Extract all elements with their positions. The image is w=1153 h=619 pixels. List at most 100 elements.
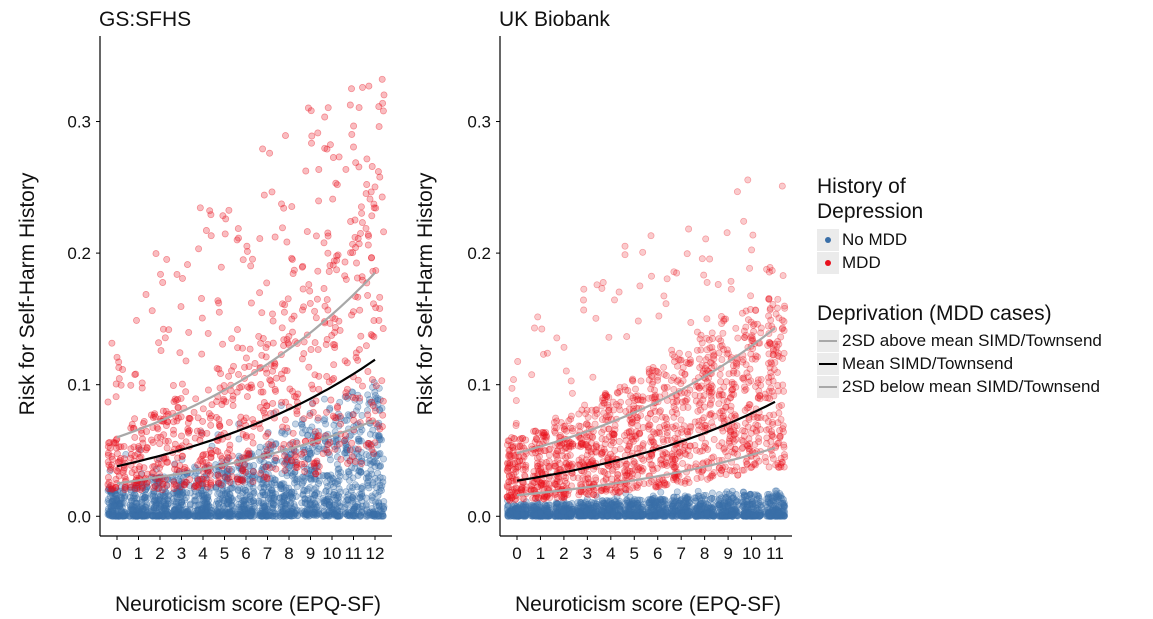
data-point	[552, 414, 560, 422]
data-point	[165, 512, 173, 520]
data-point	[184, 261, 191, 269]
data-point	[112, 495, 120, 503]
data-point	[358, 460, 365, 467]
data-point	[302, 167, 310, 175]
data-point	[289, 470, 297, 478]
data-point	[141, 511, 149, 519]
data-point	[239, 256, 247, 264]
data-point	[111, 512, 119, 519]
data-point	[269, 441, 276, 449]
data-point	[138, 498, 146, 506]
data-point	[592, 314, 600, 322]
data-point	[132, 506, 140, 514]
data-point	[116, 496, 124, 504]
data-point	[113, 353, 121, 361]
data-point	[151, 512, 159, 520]
x-tick-label: 2	[559, 544, 568, 563]
data-point	[250, 462, 258, 469]
data-point	[264, 512, 272, 520]
data-point	[234, 344, 242, 352]
data-point	[217, 263, 225, 271]
data-point	[368, 254, 376, 262]
data-point	[132, 512, 140, 520]
data-point	[155, 500, 163, 508]
data-point	[106, 439, 114, 446]
data-point	[164, 512, 172, 520]
data-point	[176, 349, 184, 357]
data-point	[289, 270, 297, 278]
data-point	[138, 512, 146, 520]
data-point	[143, 512, 151, 520]
data-point	[107, 511, 115, 519]
data-point	[122, 512, 130, 520]
data-point	[276, 499, 284, 507]
data-point	[511, 460, 519, 468]
data-point	[133, 485, 141, 493]
data-point	[204, 386, 212, 394]
data-point	[116, 457, 124, 464]
data-point	[235, 234, 242, 242]
data-point	[148, 507, 156, 514]
data-point	[718, 509, 726, 517]
data-point	[362, 502, 370, 510]
data-point	[372, 382, 380, 390]
data-point	[108, 486, 116, 494]
data-point	[228, 452, 236, 460]
data-point	[178, 380, 186, 388]
data-point	[266, 464, 274, 472]
data-point	[364, 291, 372, 299]
data-point	[151, 506, 159, 514]
data-point	[194, 414, 202, 422]
data-point	[247, 262, 255, 270]
data-point	[105, 499, 113, 507]
data-point	[605, 506, 613, 514]
data-point	[182, 438, 190, 446]
data-point	[171, 465, 179, 473]
data-point	[139, 512, 147, 520]
x-tick-label: 7	[676, 544, 685, 563]
data-point	[371, 439, 379, 447]
data-point	[379, 411, 387, 419]
data-point	[375, 316, 383, 324]
data-point	[113, 501, 120, 509]
data-point	[121, 492, 129, 500]
data-point	[127, 481, 135, 489]
data-point	[349, 393, 357, 401]
data-point	[198, 350, 206, 358]
data-point	[348, 85, 355, 93]
data-point	[120, 512, 128, 519]
data-point	[348, 130, 356, 138]
data-point	[545, 446, 553, 454]
data-point	[104, 487, 112, 495]
data-point	[356, 490, 364, 498]
data-point	[191, 434, 199, 442]
data-point	[313, 295, 321, 303]
data-point	[109, 511, 117, 519]
data-point	[150, 497, 158, 505]
data-point	[306, 299, 314, 307]
data-point	[225, 465, 233, 473]
data-point	[312, 314, 320, 322]
data-point	[106, 508, 114, 515]
data-point	[113, 486, 121, 494]
data-point	[112, 491, 120, 499]
data-point	[109, 501, 117, 509]
data-point	[182, 388, 190, 396]
data-point	[106, 512, 114, 520]
data-point	[512, 485, 520, 492]
data-point	[161, 484, 169, 492]
data-point	[311, 491, 319, 499]
data-point	[348, 439, 356, 447]
data-point	[256, 289, 264, 297]
data-point	[129, 510, 137, 518]
data-point	[197, 431, 205, 439]
data-point	[364, 368, 372, 375]
data-point	[770, 493, 778, 501]
data-point	[229, 395, 237, 403]
data-point	[121, 493, 129, 501]
data-point	[646, 512, 654, 520]
data-point	[350, 122, 358, 130]
data-point	[376, 293, 384, 301]
data-point	[577, 512, 585, 520]
